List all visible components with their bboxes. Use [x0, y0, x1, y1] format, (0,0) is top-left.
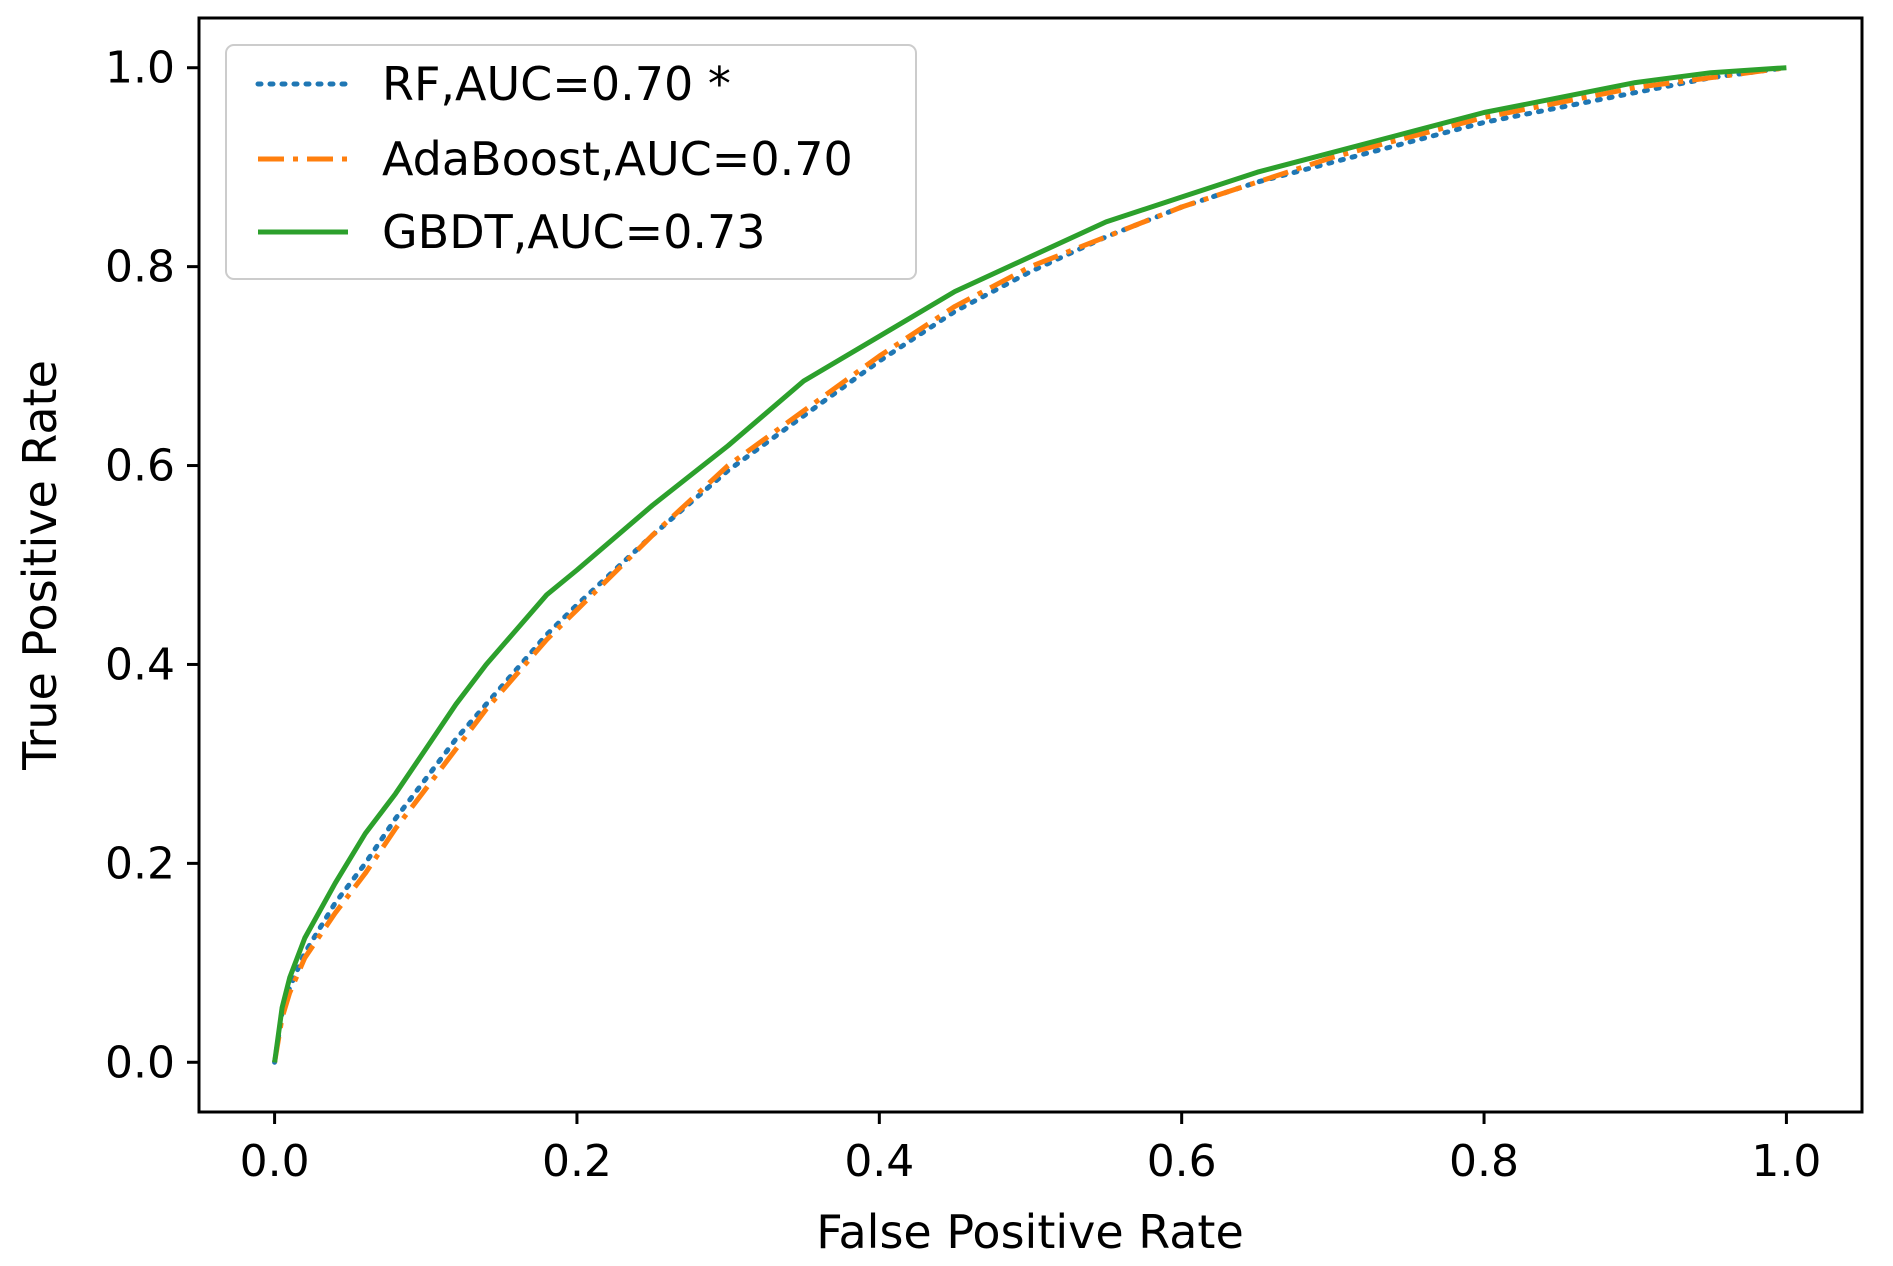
- y-axis-label: True Positive Rate: [13, 360, 67, 771]
- y-tick-label: 1.0: [105, 43, 175, 94]
- legend: RF,AUC=0.70 * AdaBoost,AUC=0.70 GBDT,AUC…: [225, 44, 917, 280]
- legend-label-rf: RF,AUC=0.70 *: [382, 57, 731, 111]
- legend-label-gbdt: GBDT,AUC=0.73: [382, 205, 766, 259]
- series-line-adaboost: [272, 65, 1787, 1063]
- y-tick-label: 0.4: [105, 639, 175, 690]
- x-tick-label: 0.4: [844, 1136, 914, 1187]
- series-line-gbdt: [272, 65, 1787, 1063]
- y-tick-label: 0.2: [105, 838, 175, 889]
- x-tick-label: 0.6: [1147, 1136, 1217, 1187]
- y-tick-label: 0.6: [105, 441, 175, 492]
- x-axis-label: False Positive Rate: [816, 1205, 1244, 1259]
- legend-box: [225, 44, 917, 280]
- x-tick-label: 0.0: [240, 1136, 310, 1187]
- y-tick-label: 0.0: [105, 1037, 175, 1088]
- plot-frame: [197, 16, 1864, 1114]
- x-tick-label: 1.0: [1751, 1136, 1821, 1187]
- y-tick-label: 0.8: [105, 242, 175, 293]
- x-axis-ticks: 0.0 0.2 0.4 0.6 0.8 1.0: [240, 1112, 1821, 1187]
- series-line-rf: [272, 65, 1789, 1065]
- x-tick-label: 0.8: [1449, 1136, 1519, 1187]
- y-axis-ticks: 0.0 0.2 0.4 0.6 0.8 1.0: [105, 43, 199, 1088]
- series-lines: [272, 65, 1789, 1065]
- x-tick-label: 0.2: [542, 1136, 612, 1187]
- legend-label-adaboost: AdaBoost,AUC=0.70: [382, 132, 853, 186]
